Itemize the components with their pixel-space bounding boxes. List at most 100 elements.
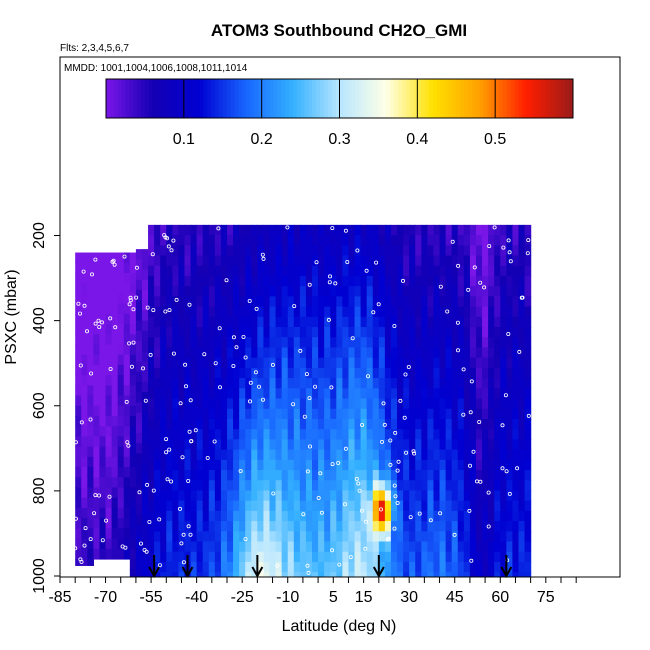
heatmap-cell	[263, 449, 271, 461]
heatmap-cell	[111, 385, 119, 397]
heatmap-cell	[488, 408, 495, 420]
heatmap-cell	[263, 235, 271, 246]
heatmap-cell	[433, 531, 441, 543]
heatmap-cell	[469, 449, 477, 461]
heatmap-cell	[233, 316, 240, 328]
heatmap-cell	[409, 572, 416, 577]
heatmap-cell	[141, 494, 149, 506]
heatmap-cell	[348, 388, 356, 400]
heatmap-cell	[482, 531, 489, 543]
heatmap-cell	[233, 470, 240, 481]
heatmap-cell	[196, 286, 204, 297]
heatmap-cell	[475, 255, 483, 267]
sample-point	[304, 372, 309, 377]
heatmap-cell	[451, 378, 459, 389]
heatmap-cell	[196, 572, 204, 577]
colorbar-segment	[514, 79, 520, 118]
heatmap-cell	[360, 470, 368, 481]
heatmap-cell	[263, 510, 271, 522]
heatmap-cell	[324, 286, 331, 297]
heatmap-cell	[372, 510, 380, 522]
heatmap-cell	[494, 306, 501, 318]
heatmap-cell	[524, 286, 532, 297]
heatmap-cell	[202, 245, 210, 257]
heatmap-cell	[360, 378, 368, 389]
sample-point	[110, 259, 115, 264]
heatmap-cell	[208, 255, 216, 267]
heatmap-cell	[348, 418, 356, 430]
heatmap-cell	[366, 439, 374, 451]
heatmap-cell	[354, 286, 362, 297]
heatmap-cell	[172, 398, 180, 410]
heatmap-cell	[220, 510, 228, 522]
heatmap-cell	[293, 224, 301, 236]
heatmap-cell	[87, 426, 94, 437]
heatmap-cell	[178, 439, 186, 451]
heatmap-cell	[154, 418, 161, 430]
heatmap-cell	[312, 296, 319, 308]
sample-point	[88, 537, 93, 542]
heatmap-cell	[524, 418, 532, 430]
colorbar-segment	[405, 79, 411, 118]
heatmap-cell	[421, 541, 428, 553]
heatmap-cell	[148, 541, 155, 553]
dates-subtitle: MMDD: 1001,1004,1006,1008,1011,1014	[64, 63, 248, 74]
heatmap-cell	[500, 275, 507, 287]
heatmap-cell	[135, 484, 143, 495]
heatmap-cell	[227, 367, 234, 379]
heatmap-cell	[202, 316, 210, 328]
heatmap-cell	[348, 572, 356, 577]
heatmap-cell	[166, 541, 173, 553]
heatmap-cell	[227, 275, 234, 287]
heatmap-cell	[427, 398, 435, 410]
sample-point	[412, 451, 417, 456]
heatmap-cell	[451, 388, 459, 400]
heatmap-cell	[239, 235, 246, 246]
heatmap-cell	[324, 275, 331, 287]
sample-point	[471, 449, 476, 454]
heatmap-cell	[172, 296, 180, 308]
heatmap-cell	[451, 286, 459, 297]
heatmap-cell	[457, 551, 465, 563]
heatmap-cell	[239, 337, 246, 349]
sample-point	[253, 370, 258, 375]
heatmap-cell	[196, 367, 204, 379]
heatmap-cell	[318, 224, 325, 236]
heatmap-cell	[239, 490, 246, 502]
heatmap-cell	[518, 439, 526, 451]
heatmap-cell	[348, 357, 356, 369]
heatmap-cell	[409, 480, 416, 492]
heatmap-cell	[81, 456, 88, 468]
heatmap-cell	[172, 521, 180, 532]
sample-point	[417, 511, 422, 516]
colorbar-tick-label: 0.1	[173, 131, 195, 148]
heatmap-cell	[524, 459, 532, 471]
heatmap-cell	[360, 337, 368, 349]
heatmap-cell	[154, 275, 161, 287]
heatmap-cell	[409, 337, 416, 349]
heatmap-cell	[166, 275, 173, 287]
heatmap-cell	[208, 449, 216, 461]
heatmap-cell	[330, 561, 337, 573]
heatmap-cell	[305, 500, 313, 512]
heatmap-cell	[148, 459, 155, 471]
heatmap-cell	[384, 429, 392, 440]
heatmap-cell	[184, 347, 192, 359]
colorbar-segment	[386, 79, 391, 118]
heatmap-cell	[196, 418, 204, 430]
heatmap-cell	[202, 572, 210, 577]
heatmap-cell	[196, 439, 204, 451]
colorbar-segment	[351, 79, 356, 118]
heatmap-cell	[287, 551, 295, 563]
heatmap-cell	[488, 531, 495, 543]
heatmap-cell	[433, 357, 441, 369]
heatmap-cell	[178, 449, 186, 461]
heatmap-cell	[305, 490, 313, 502]
heatmap-cell	[257, 367, 265, 379]
heatmap-cell	[111, 548, 119, 560]
heatmap-cell	[154, 235, 161, 246]
heatmap-cell	[269, 572, 277, 577]
heatmap-cell	[220, 286, 228, 297]
heatmap-cell	[105, 415, 113, 427]
heatmap-cell	[275, 265, 283, 277]
